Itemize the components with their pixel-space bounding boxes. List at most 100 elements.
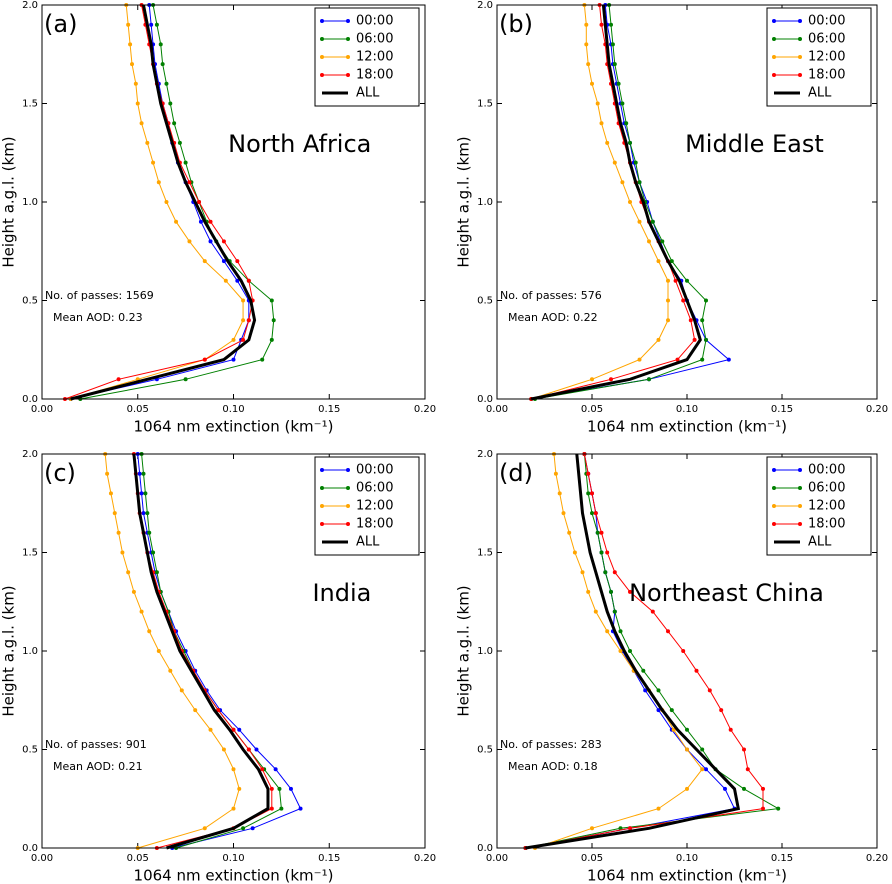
- point: [164, 81, 169, 86]
- point: [673, 278, 678, 283]
- legend-marker: [772, 468, 776, 472]
- y-axis-label: Height a.g.l. (km): [455, 585, 473, 716]
- point: [187, 180, 192, 185]
- x-tick-label: 0.10: [676, 853, 698, 864]
- legend-marker: [798, 19, 802, 23]
- point: [193, 708, 198, 713]
- x-tick-label: 0.00: [486, 404, 508, 415]
- point: [628, 140, 632, 145]
- legend-label: 00:00: [356, 463, 393, 478]
- y-axis-label: Height a.g.l. (km): [0, 136, 18, 267]
- legend-marker: [346, 522, 350, 526]
- panel-label: (b): [499, 10, 533, 38]
- point: [126, 22, 131, 27]
- x-tick-label: 0.05: [127, 853, 149, 864]
- legend-marker: [798, 522, 802, 526]
- point: [273, 767, 278, 772]
- legend-label: 12:00: [808, 499, 845, 514]
- point: [208, 727, 213, 732]
- point: [158, 42, 163, 47]
- point: [685, 747, 689, 752]
- panel: 0.00 0.05 0.10 0.15 0.20 0.0 0.5 1.0 1.5 2.0 (d) No…: [455, 449, 889, 884]
- point: [183, 377, 188, 382]
- plot-frame: [41, 453, 426, 849]
- point: [246, 278, 251, 283]
- point: [761, 806, 765, 811]
- point: [143, 491, 148, 496]
- point: [605, 140, 610, 145]
- y-tick-label: 1.0: [477, 646, 493, 657]
- y-tick-label: 0.5: [477, 745, 493, 756]
- x-tick-label: 0.20: [866, 853, 888, 864]
- point: [112, 511, 117, 516]
- point: [704, 767, 708, 772]
- point: [151, 160, 156, 165]
- point: [557, 491, 562, 496]
- point: [156, 649, 161, 653]
- point: [593, 609, 598, 614]
- point: [202, 357, 207, 362]
- annotation: No. of passes: 1569: [45, 289, 154, 302]
- point: [139, 121, 144, 126]
- y-tick-label: 1.0: [22, 197, 38, 208]
- point: [241, 826, 246, 831]
- region-title: India: [312, 579, 371, 607]
- x-tick-label: 0.15: [771, 853, 793, 864]
- point: [637, 219, 642, 224]
- series-line: [70, 4, 257, 401]
- point: [776, 806, 781, 811]
- point: [183, 160, 188, 165]
- point: [298, 806, 303, 811]
- point: [593, 511, 598, 516]
- x-tick-label: 0.05: [127, 404, 149, 415]
- legend-marker: [798, 73, 802, 77]
- panel: 0.00 0.05 0.10 0.15 0.20 0.0 0.5 1.0 1.5 2.0 (c) In…: [0, 449, 436, 884]
- legend-label: 06:00: [356, 32, 393, 47]
- y-tick-label: 1.0: [22, 646, 38, 657]
- y-tick-label: 0.5: [22, 296, 38, 307]
- series-line: [104, 453, 240, 849]
- point: [269, 337, 274, 342]
- point: [586, 471, 591, 476]
- point: [133, 81, 138, 86]
- point: [612, 62, 617, 67]
- y-tick-label: 0.5: [22, 745, 38, 756]
- panel-label: (c): [44, 459, 76, 487]
- point: [235, 278, 240, 283]
- point: [700, 318, 705, 323]
- panel: 0.00 0.05 0.10 0.15 0.20 0.0 0.5 1.0 1.5 2.0 (b) Mi…: [455, 0, 889, 436]
- legend-marker: [772, 522, 776, 526]
- point: [128, 42, 133, 47]
- legend-label: ALL: [356, 535, 380, 550]
- point: [742, 747, 746, 752]
- legend-marker: [346, 19, 350, 23]
- point: [704, 298, 708, 303]
- point: [618, 826, 623, 831]
- x-tick-label: 0.10: [676, 404, 698, 415]
- point: [628, 200, 632, 204]
- series-line: [530, 4, 702, 401]
- legend-marker: [346, 55, 350, 59]
- legend-marker: [320, 504, 324, 508]
- point: [643, 688, 648, 693]
- point: [567, 530, 572, 535]
- legend-marker: [320, 19, 324, 23]
- annotation: No. of passes: 283: [500, 738, 602, 751]
- point: [628, 589, 632, 594]
- annotation: No. of passes: 576: [500, 289, 602, 302]
- legend-label: 00:00: [356, 14, 393, 29]
- legend-label: 12:00: [356, 50, 393, 65]
- legend-label: ALL: [808, 86, 832, 101]
- point: [241, 298, 246, 303]
- point: [669, 708, 674, 713]
- point: [553, 471, 558, 476]
- point: [260, 357, 265, 362]
- series-line: [137, 453, 302, 849]
- point: [685, 786, 689, 791]
- legend-marker: [772, 486, 776, 490]
- legend-marker: [798, 486, 802, 490]
- point: [139, 609, 144, 614]
- point: [616, 81, 621, 86]
- series-line: [141, 453, 282, 849]
- point: [620, 180, 625, 185]
